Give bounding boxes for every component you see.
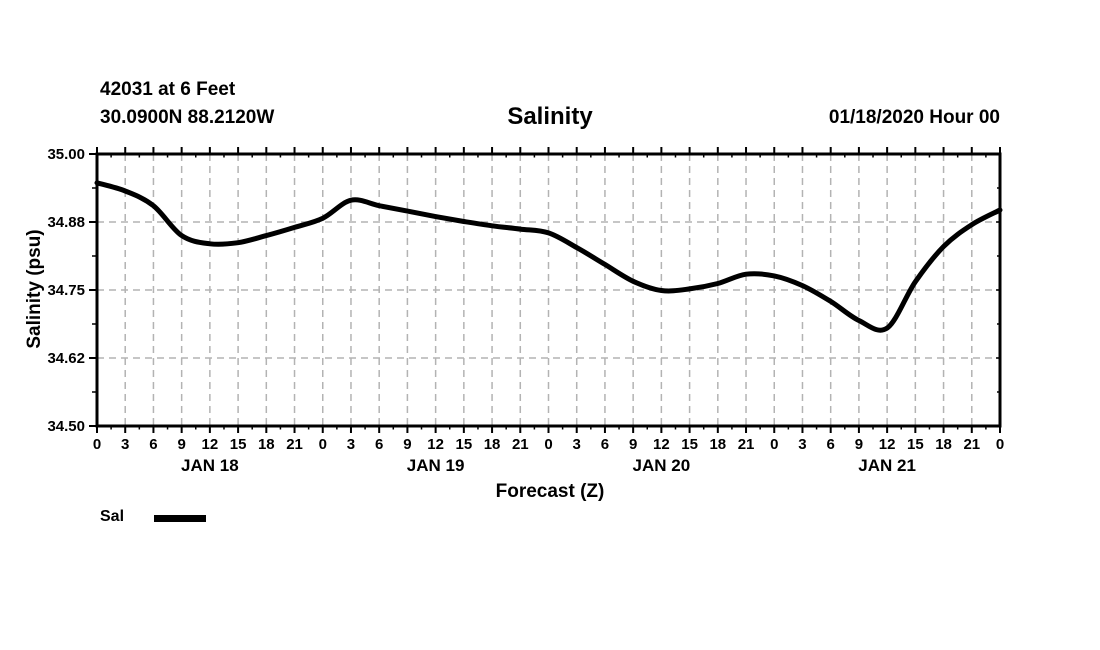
x-tick-label: 0 (996, 436, 1004, 453)
x-axis-title: Forecast (Z) (495, 481, 605, 502)
y-tick-label: 35.00 (47, 146, 85, 163)
x-tick-label: 12 (202, 436, 219, 453)
x-tick-label: 21 (738, 436, 755, 453)
x-tick-label: 15 (456, 436, 473, 453)
x-tick-label: 9 (177, 436, 185, 453)
x-tick-label: 6 (375, 436, 383, 453)
x-tick-label: 21 (512, 436, 529, 453)
day-label: JAN 21 (858, 456, 916, 475)
day-label: JAN 19 (407, 456, 465, 475)
station-id: 42031 at 6 Feet (100, 79, 236, 100)
y-tick-label: 34.88 (47, 214, 85, 231)
x-tick-label: 18 (258, 436, 275, 453)
chart-title: Salinity (507, 103, 593, 130)
x-tick-label: 3 (573, 436, 581, 453)
x-tick-label: 18 (709, 436, 726, 453)
x-tick-label: 15 (230, 436, 247, 453)
day-label: JAN 18 (181, 456, 239, 475)
x-tick-label: 12 (427, 436, 444, 453)
x-tick-label: 15 (681, 436, 698, 453)
x-tick-label: 3 (347, 436, 355, 453)
x-tick-label: 9 (629, 436, 637, 453)
x-tick-label: 21 (286, 436, 303, 453)
salinity-line (94, 180, 1003, 333)
x-tick-label: 21 (963, 436, 980, 453)
x-tick-label: 9 (403, 436, 411, 453)
x-tick-label: 9 (855, 436, 863, 453)
x-tick-label: 0 (319, 436, 327, 453)
x-tick-label: 12 (653, 436, 670, 453)
station-coordinates: 30.0900N 88.2120W (100, 107, 275, 128)
legend: Sal (100, 508, 207, 526)
day-label: JAN 20 (633, 456, 691, 475)
x-tick-label: 15 (907, 436, 924, 453)
x-tick-label: 6 (601, 436, 609, 453)
x-tick-label: 0 (544, 436, 552, 453)
legend-series-label: Sal (100, 508, 125, 525)
x-tick-label: 18 (484, 436, 501, 453)
y-tick-label: 34.50 (47, 418, 85, 435)
x-tick-label: 3 (798, 436, 806, 453)
x-tick-label: 12 (879, 436, 896, 453)
x-tick-label: 6 (149, 436, 157, 453)
x-tick-label: 3 (121, 436, 129, 453)
forecast-run-time: 01/18/2020 Hour 00 (828, 107, 1000, 128)
x-tick-label: 0 (93, 436, 101, 453)
x-tick-label: 18 (935, 436, 952, 453)
y-tick-label: 34.75 (47, 282, 85, 299)
y-tick-label: 34.62 (47, 350, 85, 367)
x-tick-label: 6 (827, 436, 835, 453)
legend-line-swatch (154, 515, 207, 522)
x-tick-label: 0 (770, 436, 778, 453)
